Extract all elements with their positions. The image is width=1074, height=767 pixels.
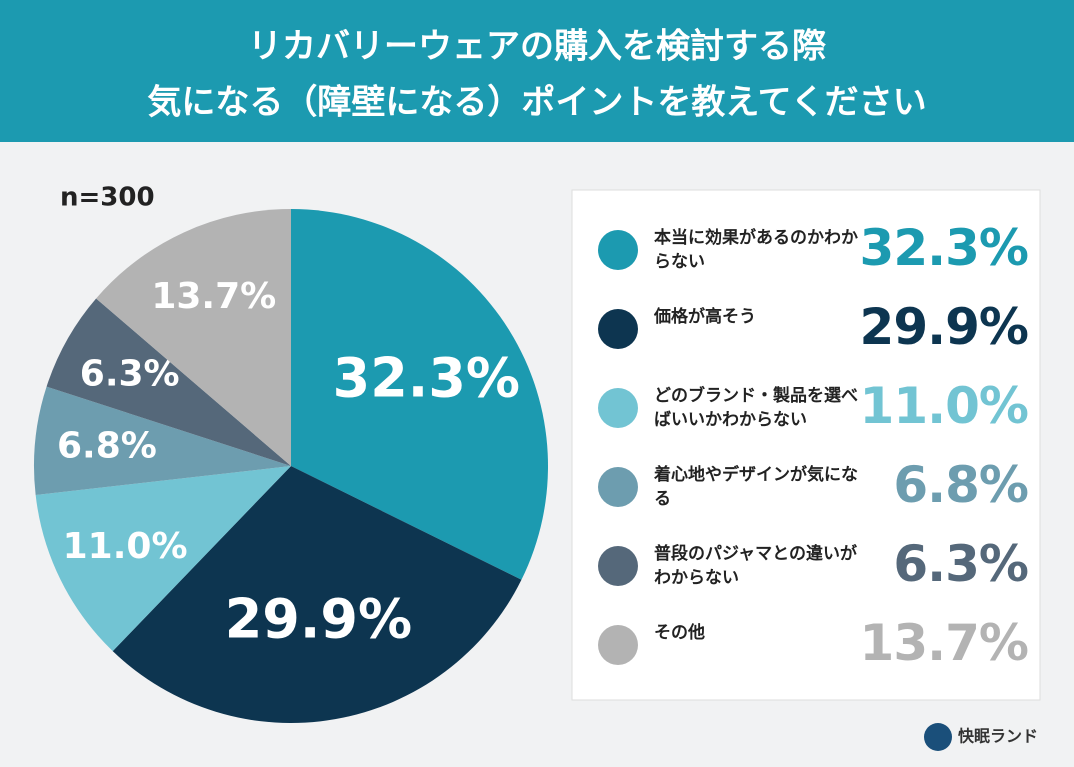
legend-value: 6.8% [893, 456, 1029, 514]
sample-size: n=300 [60, 183, 155, 213]
legend-swatch [598, 388, 638, 428]
legend-value: 29.9% [859, 298, 1029, 356]
legend-swatch [598, 467, 638, 507]
legend-swatch [598, 230, 638, 270]
pie-slice [96, 209, 292, 466]
legend-label: 普段のパジャマとの違いがわからない [654, 544, 857, 588]
legend-box [571, 189, 1041, 701]
legend-value: 6.3% [893, 535, 1029, 593]
pie-slice [112, 466, 522, 723]
legend-swatch [598, 546, 638, 586]
legend-value: 13.7% [859, 614, 1029, 672]
slice-label: 6.3% [80, 353, 180, 394]
legend-swatch [598, 309, 638, 349]
brand-logo [924, 723, 952, 751]
slice-label: 29.9% [225, 588, 412, 651]
legend-swatch [598, 625, 638, 665]
legend-value: 11.0% [859, 377, 1029, 435]
pie-slice [291, 209, 549, 580]
slice-label: 32.3% [333, 347, 520, 410]
brand-name: 快眠ランド [958, 727, 1038, 746]
slice-label: 6.8% [57, 425, 157, 466]
legend-label: 着心地やデザインが気になる [654, 465, 858, 509]
header-band [0, 0, 1074, 142]
pie-slice [33, 386, 291, 496]
legend-label: 価格が高そう [654, 307, 756, 327]
pie-slice [35, 466, 291, 652]
chart-title: 気になる（障壁になる）ポイントを教えてください [147, 83, 926, 123]
pie-slice [46, 298, 291, 466]
chart-title: リカバリーウェアの購入を検討する際 [248, 27, 826, 67]
legend-value: 32.3% [859, 219, 1029, 277]
legend-label: どのブランド・製品を選べばいいかわからない [654, 386, 858, 430]
legend-label: その他 [654, 623, 705, 643]
slice-label: 13.7% [151, 276, 276, 317]
legend-label: 本当に効果があるのかわからない [654, 228, 858, 272]
slice-label: 11.0% [63, 526, 188, 567]
